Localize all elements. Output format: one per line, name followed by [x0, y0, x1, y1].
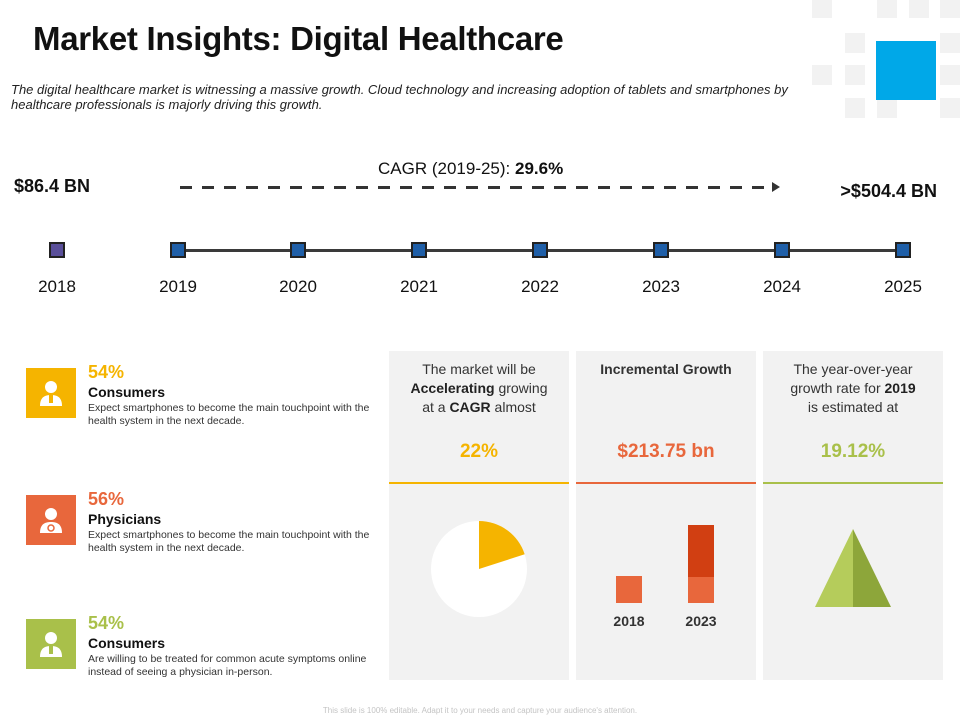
card-value: 22% — [459, 441, 499, 462]
card-cagr: The market will be Accelerating growing … — [389, 351, 569, 680]
segment-description: Expect smartphones to become the main to… — [88, 402, 370, 427]
physician-icon — [26, 495, 76, 545]
page-subtitle: The digital healthcare market is witness… — [11, 82, 788, 112]
segment-description: Are willing to be treated for common acu… — [88, 653, 367, 678]
segment-percent: 54% — [88, 613, 125, 633]
timeline-node-2025 — [895, 242, 911, 258]
card-value: $213.75 bn — [617, 441, 715, 462]
card-divider — [763, 482, 943, 484]
year-label: 2024 — [763, 277, 801, 296]
timeline-node-2020 — [290, 242, 306, 258]
timeline-node-2018 — [49, 242, 65, 258]
year-label: 2020 — [279, 277, 317, 296]
year-label: 2021 — [400, 277, 438, 296]
consumer-icon — [26, 619, 76, 669]
year-label: 2022 — [521, 277, 559, 296]
card-value: 19.12% — [820, 441, 886, 462]
card-yoy-growth: The year-over-year growth rate for 2019 … — [763, 351, 943, 680]
bar-label-2023: 2023 — [685, 613, 717, 629]
timeline-node-2023 — [653, 242, 669, 258]
page-title: Market Insights: Digital Healthcare — [33, 20, 564, 57]
segment-physicians: 56% Physicians Expect smartphones to bec… — [26, 489, 376, 559]
timeline-node-2024 — [774, 242, 790, 258]
pyramid-graphic — [815, 529, 891, 607]
card-text: The year-over-year growth rate for 2019 … — [790, 361, 916, 415]
segment-percent: 54% — [88, 362, 125, 382]
card-divider — [389, 482, 569, 484]
footer-note: This slide is 100% editable. Adapt it to… — [322, 706, 638, 715]
year-label: 2025 — [884, 277, 922, 296]
timeline-node-2019 — [170, 242, 186, 258]
card-divider — [576, 482, 756, 484]
start-value: $86.4 BN — [14, 176, 91, 196]
segment-description: Expect smartphones to become the main to… — [88, 529, 370, 554]
year-label: 2019 — [159, 277, 197, 296]
year-label: 2018 — [38, 277, 76, 296]
cagr-value: 29.6% — [515, 159, 564, 178]
segment-consumers-2: 54% Consumers Are willing to be treated … — [26, 613, 376, 683]
accent-square — [876, 41, 936, 100]
bar-2023 — [688, 525, 714, 603]
segment-label: Consumers — [88, 635, 166, 651]
pie-chart — [431, 521, 527, 617]
year-label: 2023 — [642, 277, 680, 296]
segment-percent: 56% — [88, 489, 125, 509]
segment-label: Consumers — [88, 384, 166, 400]
timeline-node-2022 — [532, 242, 548, 258]
segment-consumers-1: 54% Consumers Expect smartphones to beco… — [26, 362, 376, 432]
card-heading: Incremental Growth — [600, 361, 732, 377]
card-incremental-growth: Incremental Growth $213.75 bn 2018 2023 — [576, 351, 756, 680]
cagr-label: CAGR (2019-25): 29.6% — [378, 159, 563, 179]
card-text: The market will be Accelerating growing … — [410, 361, 548, 415]
consumer-icon — [26, 368, 76, 418]
segment-label: Physicians — [88, 511, 162, 527]
end-value: >$504.4 BN — [840, 181, 937, 201]
timeline-node-2021 — [411, 242, 427, 258]
bar-2018 — [616, 576, 642, 603]
cagr-label-text: CAGR (2019-25): — [378, 159, 511, 178]
bar-label-2018: 2018 — [613, 613, 645, 629]
